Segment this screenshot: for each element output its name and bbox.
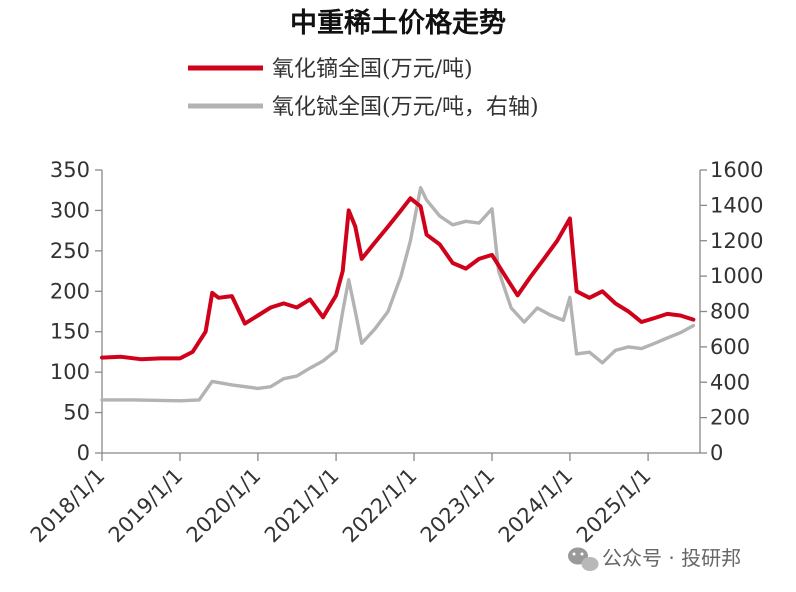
left-y-tick-label: 150 bbox=[50, 320, 90, 344]
right-y-tick-label: 1200 bbox=[710, 229, 763, 253]
x-tick-label: 2025/1/1 bbox=[572, 464, 656, 548]
x-tick-label: 2019/1/1 bbox=[104, 464, 188, 548]
right-y-tick-label: 800 bbox=[710, 300, 750, 324]
left-y-tick-label: 200 bbox=[50, 279, 90, 303]
watermark-text: 公众号 · 投研邦 bbox=[602, 546, 741, 570]
left-y-tick-label: 0 bbox=[77, 441, 90, 465]
right-y-tick-label: 1600 bbox=[710, 158, 763, 182]
right-y-tick-label: 400 bbox=[710, 370, 750, 394]
legend: 氧化镝全国(万元/吨) 氧化铽全国(万元/吨，右轴) bbox=[188, 57, 539, 120]
right-y-tick-label: 600 bbox=[710, 335, 750, 359]
x-tick-label: 2020/1/1 bbox=[182, 464, 266, 548]
left-y-tick-label: 50 bbox=[63, 401, 90, 425]
series-line-dysprosium-oxide bbox=[100, 196, 696, 362]
x-tick-label: 2024/1/1 bbox=[494, 464, 578, 548]
x-tick-label: 2018/1/1 bbox=[26, 464, 110, 548]
right-y-tick-label: 0 bbox=[710, 441, 723, 465]
legend-label-dysprosium: 氧化镝全国(万元/吨) bbox=[272, 57, 473, 82]
right-y-tick-label: 1400 bbox=[710, 193, 763, 217]
right-y-tick-label: 200 bbox=[710, 406, 750, 430]
left-y-tick-label: 100 bbox=[50, 360, 90, 384]
x-tick-label: 2021/1/1 bbox=[260, 464, 344, 548]
chart-title: 中重稀土价格走势 bbox=[290, 8, 506, 39]
plot-area bbox=[100, 186, 696, 403]
left-y-tick-label: 300 bbox=[50, 198, 90, 222]
x-tick-label: 2022/1/1 bbox=[338, 464, 422, 548]
x-tick-label: 2023/1/1 bbox=[416, 464, 500, 548]
right-y-tick-label: 1000 bbox=[710, 264, 763, 288]
watermark: 公众号 · 投研邦 bbox=[568, 546, 741, 571]
left-y-tick-label: 250 bbox=[50, 239, 90, 263]
series-line-terbium-oxide bbox=[100, 186, 696, 403]
legend-label-terbium: 氧化铽全国(万元/吨，右轴) bbox=[272, 95, 539, 120]
left-y-tick-label: 350 bbox=[50, 158, 90, 182]
wechat-icon bbox=[568, 547, 599, 571]
